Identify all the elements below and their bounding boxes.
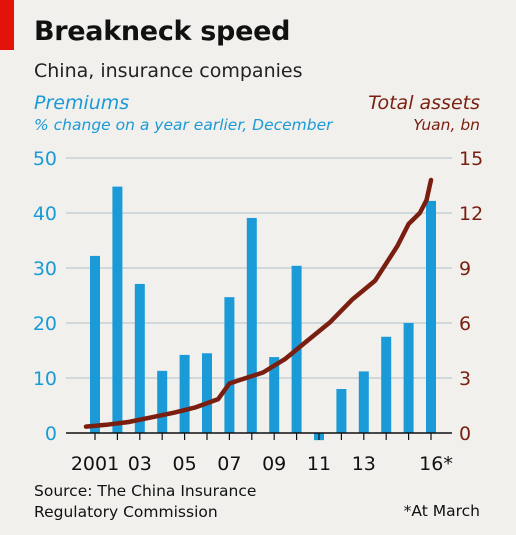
x-tick-label-3: 07: [217, 453, 241, 475]
premium-bar-2005: [179, 354, 190, 433]
right-tick-label-2: 6: [459, 313, 471, 335]
right-tick-label-3: 9: [459, 258, 471, 280]
x-tick-label-7: 16*: [419, 453, 453, 475]
x-tick-label-4: 09: [262, 453, 286, 475]
source-line-2: Regulatory Commission: [34, 503, 218, 521]
left-tick-label-3: 30: [33, 258, 57, 280]
premium-bar-2009: [269, 357, 280, 433]
right-tick-label-4: 12: [459, 203, 483, 225]
premiums-unit-label: % change on a year earlier, December: [34, 116, 333, 134]
accent-bar: [0, 0, 14, 50]
premium-bar-2002: [112, 186, 123, 433]
footnote: *At March: [403, 502, 480, 520]
assets-series-label: Total assets: [368, 92, 480, 114]
premium-bar-2015: [403, 323, 414, 433]
left-tick-label-1: 10: [33, 368, 57, 390]
premium-bar-2013: [358, 371, 369, 433]
chart-subtitle: China, insurance companies: [34, 60, 303, 82]
assets-unit-label: Yuan, bn: [413, 116, 480, 134]
premium-bar-2007: [224, 297, 235, 433]
left-tick-label-5: 50: [33, 148, 57, 170]
premium-bar-2016: [426, 200, 436, 433]
right-tick-label-0: 0: [459, 423, 471, 445]
x-tick-label-5: 11: [307, 453, 331, 475]
premiums-series-label: Premiums: [34, 92, 130, 114]
premium-bar-2012: [336, 389, 347, 433]
total-assets-line: [83, 177, 434, 429]
assets-axis-title: Total assets Yuan, bn: [368, 92, 480, 136]
premium-bar-2001: [90, 255, 100, 433]
right-tick-label-5: 15: [459, 148, 483, 170]
x-tick-label-1: 03: [128, 453, 152, 475]
x-tick-label-0: 2001: [71, 453, 119, 475]
left-tick-label-0: 0: [45, 423, 57, 445]
premium-bar-2006: [202, 353, 212, 433]
premium-bar-2004: [157, 370, 168, 433]
source-note: Source: The China Insurance Regulatory C…: [34, 481, 256, 523]
x-tick-label-6: 13: [352, 453, 376, 475]
chart-title: Breakneck speed: [34, 16, 291, 47]
left-tick-label-2: 20: [33, 313, 57, 335]
premium-bar-2003: [134, 283, 145, 433]
premium-bar-2014: [381, 336, 392, 433]
source-line-1: Source: The China Insurance: [34, 482, 257, 500]
premiums-axis-title: Premiums % change on a year earlier, Dec…: [34, 92, 333, 136]
premium-bar-2008: [246, 217, 257, 433]
right-tick-label-1: 3: [459, 368, 471, 390]
x-tick-label-2: 05: [173, 453, 197, 475]
left-tick-label-4: 40: [33, 203, 57, 225]
